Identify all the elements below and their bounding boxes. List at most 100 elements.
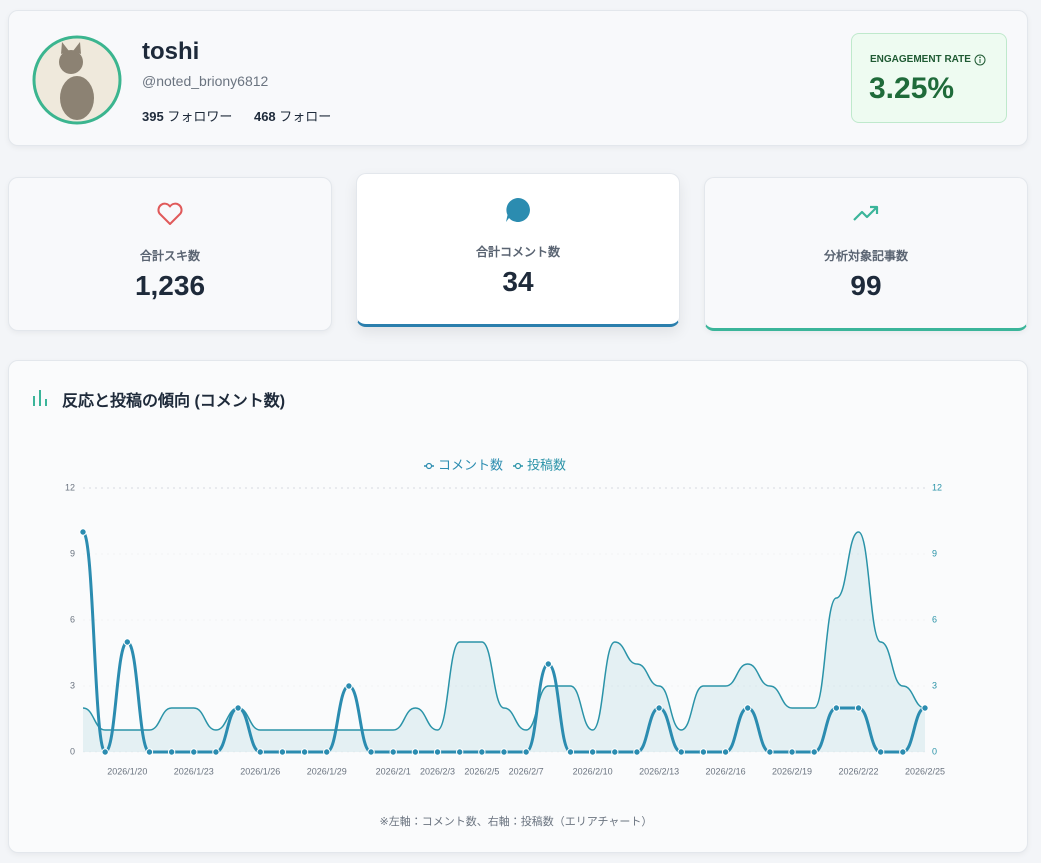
point [256,748,264,756]
x-tick-label: 2026/2/7 [509,766,544,776]
x-tick-label: 2026/2/16 [706,766,746,776]
legend-label: 投稿数 [527,457,566,472]
stat-card: 合計スキ数 1,236 [8,177,332,331]
stat-value: 34 [502,266,534,297]
point [300,748,309,756]
legend-marker [514,462,522,470]
engagement-value: 3.25% [869,72,955,105]
point [655,704,663,712]
legend-marker [425,462,433,470]
y-tick-label: 6 [70,614,75,624]
x-tick-label: 2026/2/3 [420,766,455,776]
point [522,748,530,756]
stat-value: 1,236 [134,270,206,301]
legend-item: コメント数 [424,457,503,472]
y2-tick-label: 12 [932,482,942,492]
point [810,748,818,756]
y-tick-label: 3 [70,680,75,690]
point [367,748,375,756]
point [212,748,220,756]
following-count: 468 [253,109,276,124]
stat-value: 99 [850,270,882,301]
chart-card: 反応と投稿の傾向 (コメント数) [8,360,1028,853]
y-tick-label: 12 [65,482,75,492]
point [766,748,774,756]
stat-label: 合計スキ数 [139,249,200,263]
chart-note: ※左軸：コメント数、右軸：投稿数（エリアチャート） [380,814,653,828]
x-tick-label: 2026/2/25 [905,766,945,776]
x-tick-label: 2026/1/23 [174,766,214,776]
point [278,748,287,756]
follower-label: フォロワー [167,109,233,124]
point [455,748,464,756]
user-name: toshi [142,38,200,65]
legend-label: コメント数 [438,457,503,472]
point [323,748,331,756]
point [854,704,863,712]
legend-item: 投稿数 [513,457,566,472]
line [82,531,926,731]
y2-tick-label: 9 [932,548,937,558]
y2-tick-label: 6 [932,614,937,624]
follower-count: 395 [142,109,164,124]
point [788,748,796,756]
point [633,748,641,756]
following-label: フォロー [279,109,332,124]
point [544,660,553,668]
point [832,704,841,712]
stat-card: 分析対象記事数 99 [704,177,1028,331]
point [234,704,242,712]
point [389,748,397,756]
point [876,748,885,756]
avatar [32,35,122,125]
engagement-box: ENGAGEMENT RATE 3.25% [851,33,1007,123]
point [721,748,730,756]
stat-label: 合計コメント数 [475,245,560,259]
x-tick-label: 2026/1/26 [240,766,280,776]
point [411,748,420,756]
point [899,748,907,756]
x-tick-label: 2026/2/10 [573,766,613,776]
trend-icon [853,205,879,221]
x-tick-label: 2026/2/19 [772,766,812,776]
x-tick-label: 2026/1/20 [107,766,147,776]
point [588,748,597,756]
x-tick-label: 2026/2/22 [839,766,879,776]
stat-label: 分析対象記事数 [823,249,908,263]
y-tick-label: 0 [70,746,75,756]
point [345,682,353,690]
point [433,748,442,756]
point [167,748,176,756]
point [190,748,198,756]
heart-icon [157,202,183,225]
y-tick-label: 9 [70,548,75,558]
point [145,748,154,756]
point [101,748,109,756]
profile-card: toshi @noted_briony6812 395 フォロワー 468 フォ… [8,10,1028,146]
chart-icon [33,390,47,406]
x-tick-label: 2026/1/29 [307,766,347,776]
y2-tick-label: 0 [932,746,937,756]
point [123,638,132,646]
x-tick-label: 2026/2/5 [464,766,499,776]
stat-card: 合計コメント数 34 [356,173,680,327]
point [500,748,508,756]
x-tick-label: 2026/2/1 [376,766,411,776]
point [921,704,929,712]
follow-counts: 395 フォロワー 468 フォロー [142,106,331,125]
area [83,532,925,752]
point [611,748,619,756]
point [79,528,87,536]
line [81,530,926,754]
point [478,748,486,756]
point [677,748,685,756]
engagement-label: ENGAGEMENT RATE [870,54,971,65]
comment-icon [506,198,530,222]
info-icon[interactable] [974,54,986,66]
y2-tick-label: 3 [932,680,937,690]
point [566,748,575,756]
point [699,748,708,756]
chart-title: 反応と投稿の傾向 (コメント数) [62,393,286,410]
